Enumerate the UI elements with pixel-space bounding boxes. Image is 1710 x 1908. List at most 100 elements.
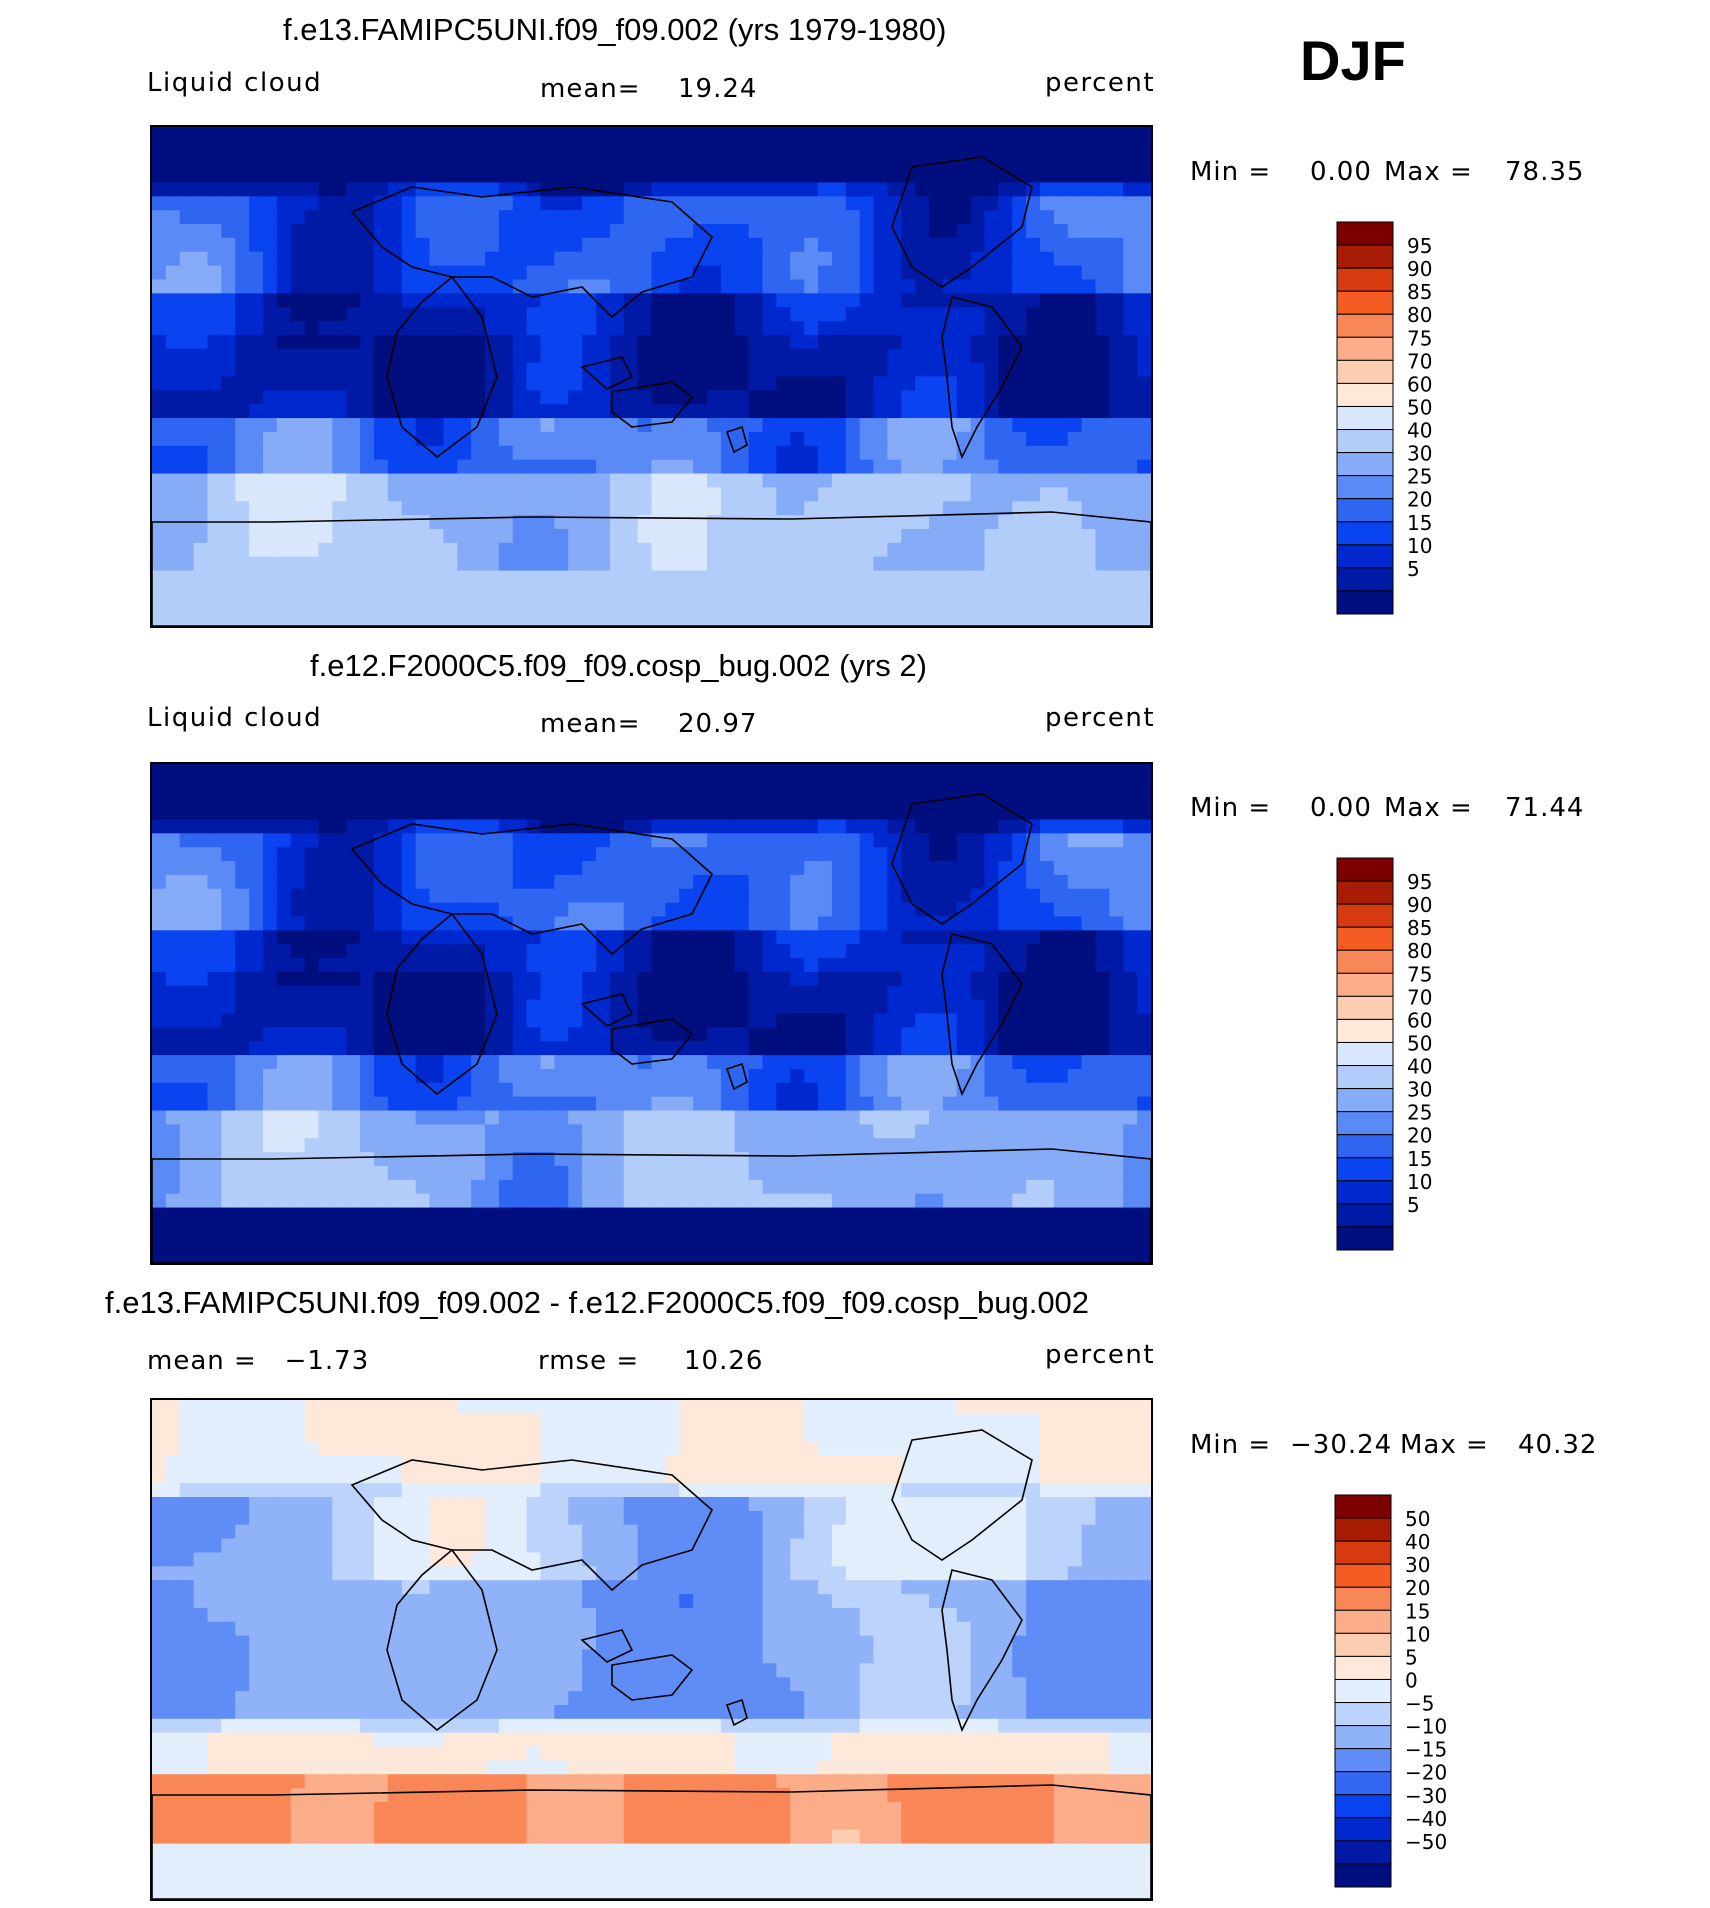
map-cell <box>582 279 597 294</box>
map-cell <box>263 777 278 793</box>
map-cell <box>998 404 1013 419</box>
map-cell <box>942 847 958 862</box>
map-cell <box>526 1124 542 1139</box>
map-cell <box>1012 1013 1027 1028</box>
map-cell <box>665 584 680 599</box>
map-cell <box>332 376 347 391</box>
map-cell <box>290 293 306 308</box>
map-cell <box>276 1082 292 1098</box>
map-cell <box>776 182 791 197</box>
map-cell <box>346 805 361 821</box>
map-cell <box>804 321 819 336</box>
map-cell <box>804 127 819 142</box>
map-cell <box>831 584 847 599</box>
map-cell <box>609 958 625 973</box>
map-cell <box>193 1068 209 1084</box>
map-cell <box>498 902 514 918</box>
map-cell <box>609 445 625 461</box>
map-cell <box>790 501 805 516</box>
map-cell <box>887 1179 902 1195</box>
map-cell <box>568 348 583 364</box>
map-cell <box>540 874 555 890</box>
map-cell <box>915 1041 930 1056</box>
map-cell <box>165 1096 181 1112</box>
map-cell <box>540 348 555 364</box>
map-cell <box>249 902 264 918</box>
map-cell <box>554 390 569 405</box>
map-cell <box>290 348 306 364</box>
map-cell <box>818 930 833 945</box>
map-cell <box>526 279 542 294</box>
map-cell <box>929 833 944 848</box>
map-cell <box>249 1068 264 1084</box>
map-cell <box>831 570 847 586</box>
map-cell <box>596 847 611 862</box>
map-cell <box>582 140 597 156</box>
map-cell <box>1040 1124 1055 1139</box>
map-cell <box>970 971 986 987</box>
map-cell <box>1067 418 1083 433</box>
map-cell <box>318 542 333 558</box>
map-cell <box>540 237 555 253</box>
map-cell <box>1067 833 1083 848</box>
map-cell <box>221 1138 236 1153</box>
map-cell <box>318 515 333 530</box>
map-cell <box>471 140 486 156</box>
map-cell <box>235 1138 250 1153</box>
map-cell <box>582 445 597 461</box>
map-cell <box>873 570 888 586</box>
map-cell <box>498 334 514 350</box>
map-cell <box>831 612 847 626</box>
map-cell <box>901 224 916 239</box>
map-cell <box>249 1027 264 1042</box>
map-cell <box>776 154 791 170</box>
map-cell <box>540 833 555 848</box>
map-cell <box>1109 916 1124 931</box>
map-cell <box>762 1165 777 1181</box>
map-cell <box>915 404 930 419</box>
map-cell <box>942 127 958 142</box>
map-cell <box>734 819 750 834</box>
map-cell <box>165 1110 181 1125</box>
map-cell <box>221 265 236 281</box>
map-cell <box>249 334 264 350</box>
map-cell <box>734 418 750 433</box>
map-cell <box>485 805 500 821</box>
map-cell <box>790 404 805 419</box>
map-cell <box>221 985 236 1001</box>
map-cell <box>970 404 986 419</box>
map-cell <box>720 861 736 876</box>
map-cell <box>1109 542 1124 558</box>
map-cell <box>970 861 986 876</box>
map-cell <box>776 874 791 890</box>
map-cell <box>443 1096 458 1112</box>
map-cell <box>1081 307 1097 322</box>
map-cell <box>207 140 222 156</box>
map-cell <box>471 168 486 184</box>
map-cell <box>1081 293 1097 308</box>
map-cell <box>429 501 444 516</box>
map-cell <box>970 528 986 544</box>
map-cell <box>1053 612 1069 626</box>
map-cell <box>776 833 791 848</box>
map-cell <box>554 376 569 391</box>
map-cell <box>1081 1055 1097 1070</box>
map-cell <box>596 168 611 184</box>
map-cell <box>554 127 569 142</box>
map-cell <box>831 930 847 945</box>
map-cell <box>831 1165 847 1181</box>
map-cell <box>873 764 888 779</box>
map-cell <box>415 612 431 626</box>
map-cell <box>929 598 944 613</box>
map-cell <box>942 487 958 502</box>
map-cell <box>290 902 306 918</box>
map-cell <box>152 819 167 834</box>
map-cell <box>207 265 222 281</box>
map-cell <box>263 874 278 890</box>
colorbar-tick-label: 30 <box>1407 442 1432 466</box>
map-cell <box>873 196 888 211</box>
map-cell <box>1109 764 1124 779</box>
map-cell <box>1012 182 1027 197</box>
map-cell <box>873 916 888 931</box>
